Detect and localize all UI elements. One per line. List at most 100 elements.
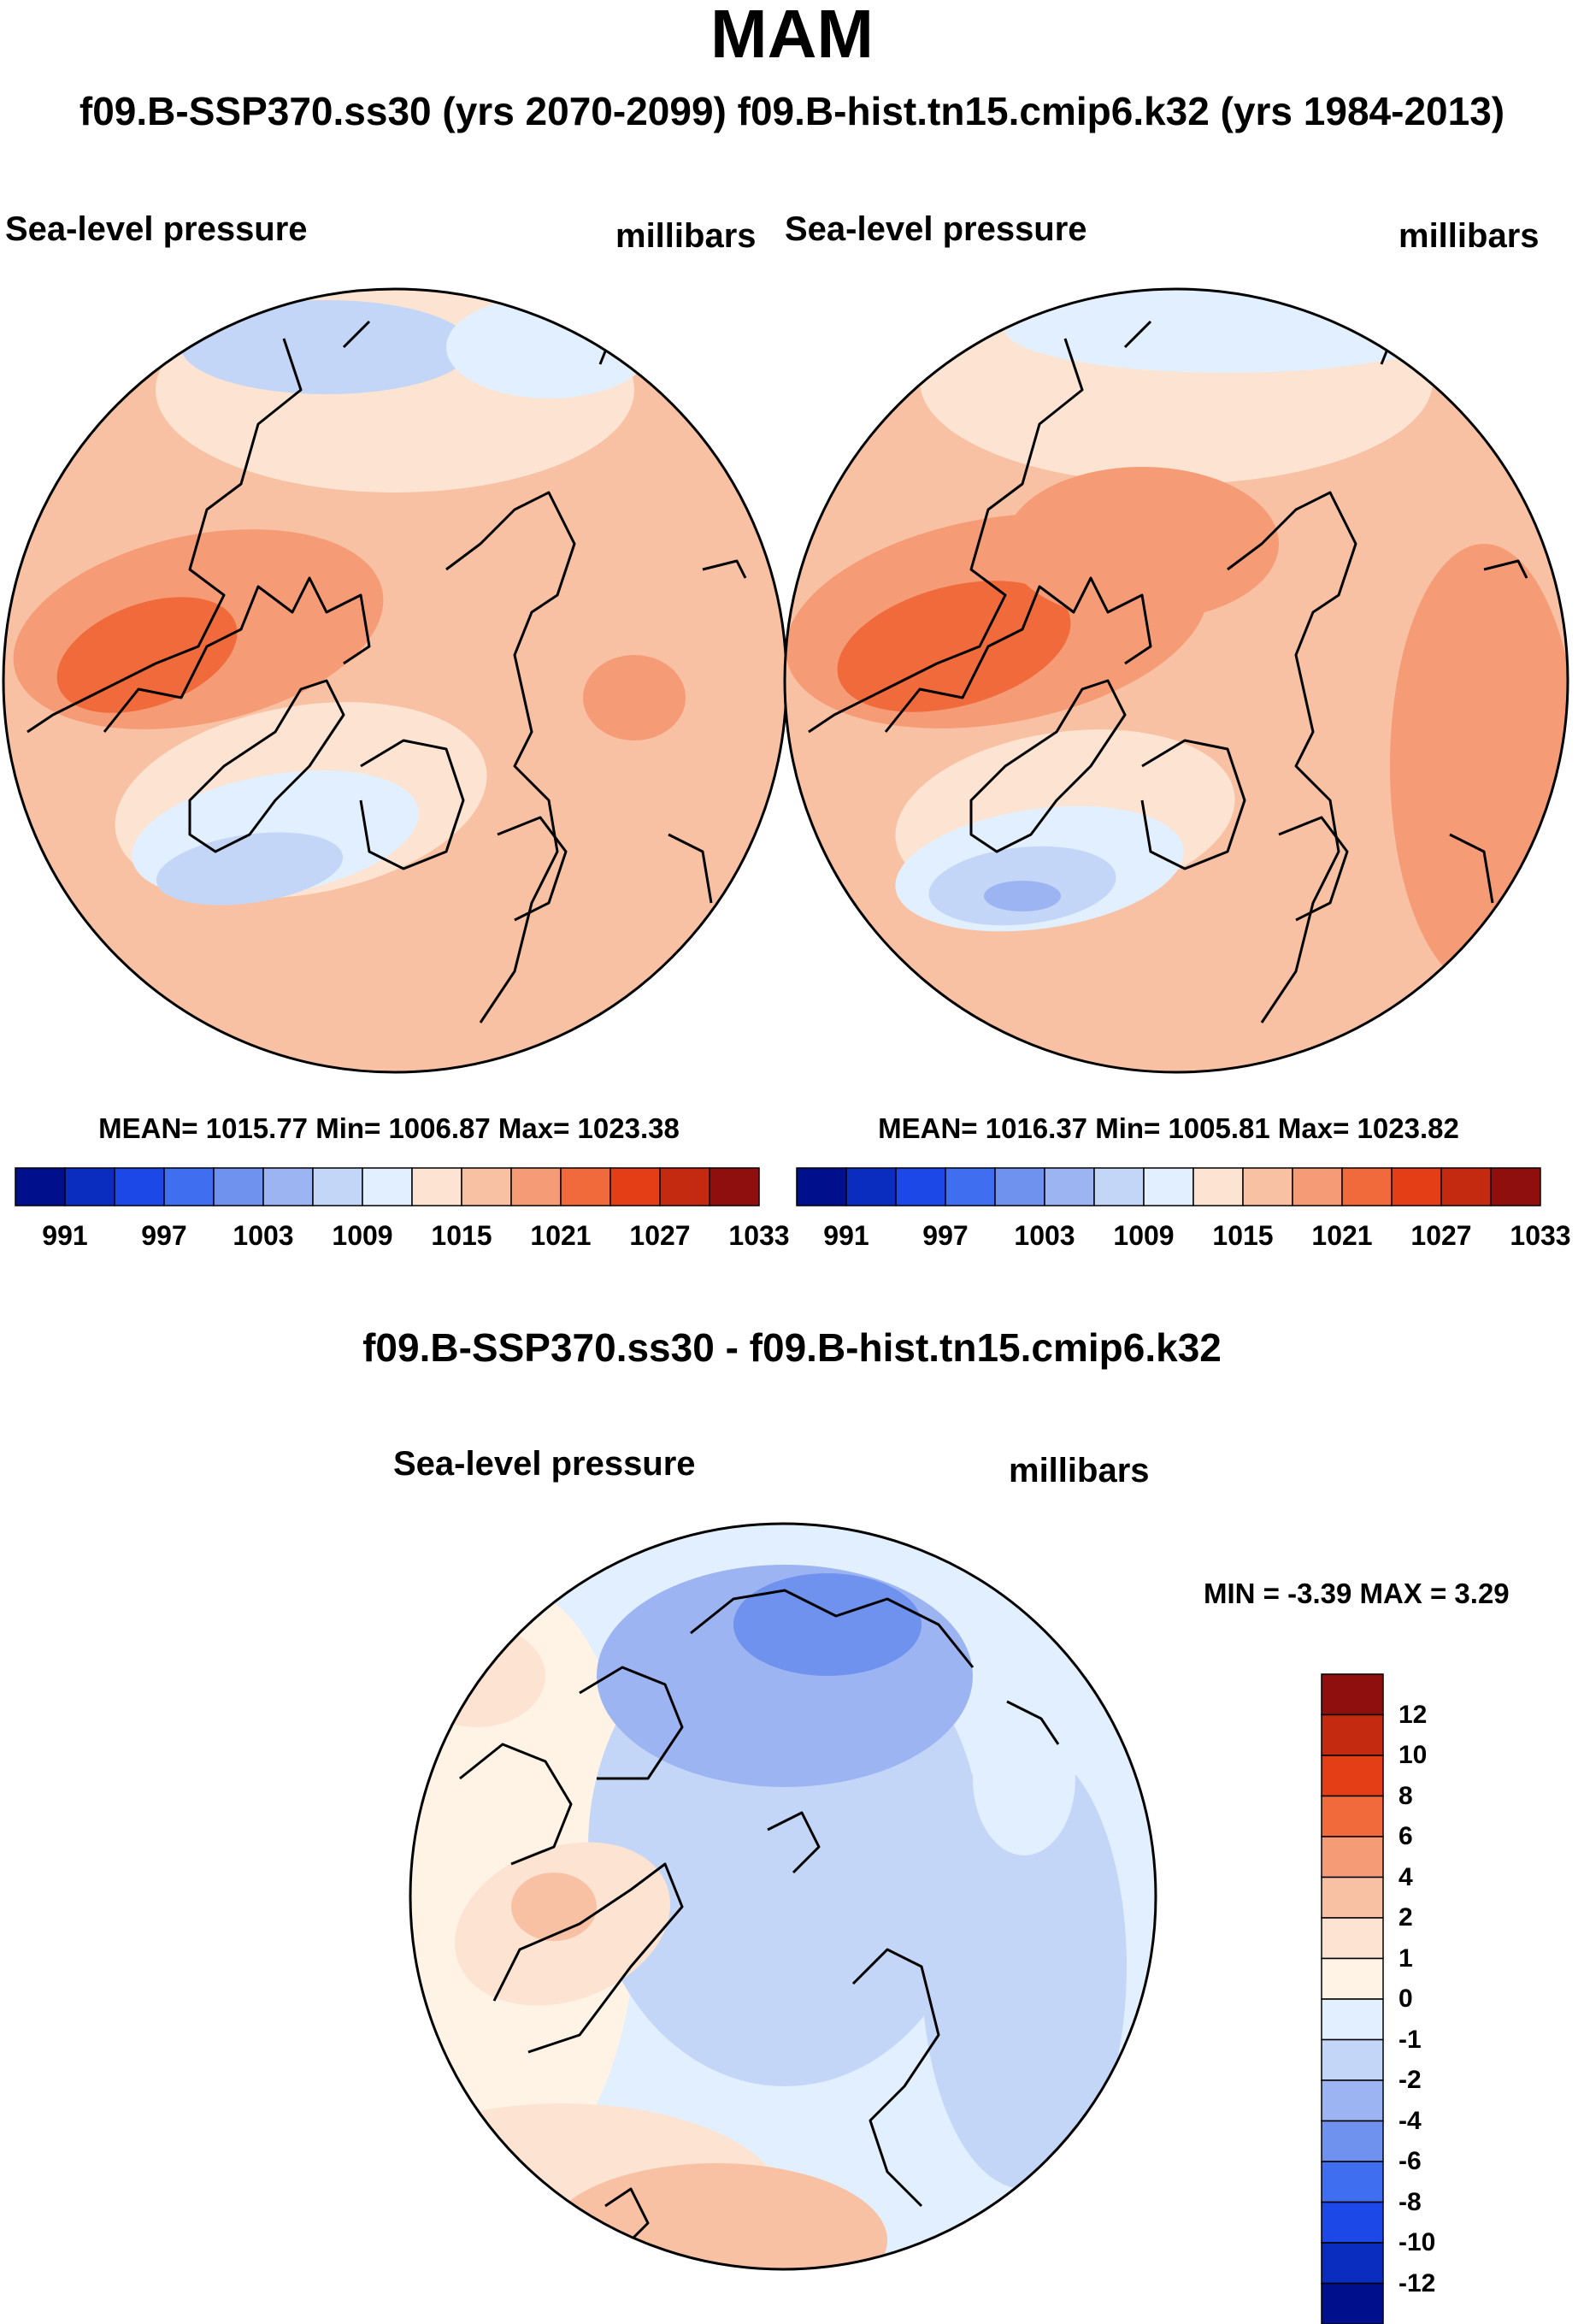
panel3-colorbar-tick: 1 bbox=[1399, 1945, 1413, 1973]
panel3-variable-label: Sea-level pressure bbox=[393, 1445, 696, 1483]
panel1-colorbar-swatch bbox=[710, 1168, 759, 1206]
panel3-colorbar-swatch bbox=[1322, 1837, 1383, 1878]
case-header: f09.B-SSP370.ss30 (yrs 2070-2099) f09.B-… bbox=[0, 89, 1584, 133]
panel2-stats: MEAN= 1016.37 Min= 1005.81 Max= 1023.82 bbox=[780, 1113, 1558, 1144]
panel2-variable-label: Sea-level pressure bbox=[785, 210, 1087, 248]
panel2-colorbar-swatch bbox=[1144, 1168, 1193, 1206]
panel3-field-region bbox=[733, 1573, 922, 1676]
panel3-colorbar-tick: 6 bbox=[1399, 1823, 1413, 1850]
panel3-field-region bbox=[511, 1873, 597, 1941]
panel3-colorbar-swatch bbox=[1322, 2243, 1383, 2284]
panel2-colorbar-swatch bbox=[1342, 1168, 1392, 1206]
panel2-colorbar-swatch bbox=[995, 1168, 1045, 1206]
panel3-units-label: millibars bbox=[1009, 1452, 1150, 1489]
panel3-colorbar bbox=[1322, 1674, 1383, 2324]
panel2-colorbar-tick: 1015 bbox=[1192, 1221, 1294, 1250]
panel3-colorbar-swatch bbox=[1322, 2162, 1383, 2203]
panel2-colorbar-tick: 1009 bbox=[1092, 1221, 1195, 1250]
panel1-field-region bbox=[446, 296, 651, 398]
panel1-colorbar-tick: 997 bbox=[113, 1221, 215, 1250]
panel3-colorbar-swatch bbox=[1322, 1999, 1383, 2040]
panel3-field-region bbox=[973, 1702, 1075, 1855]
panel2-colorbar-swatch bbox=[1392, 1168, 1441, 1206]
panel3-colorbar-swatch bbox=[1322, 1796, 1383, 1837]
panel2-colorbar-swatch bbox=[846, 1168, 896, 1206]
panel1-units-label: millibars bbox=[615, 217, 757, 255]
panel1-colorbar-swatch bbox=[164, 1168, 214, 1206]
panel2-colorbar-swatch bbox=[1441, 1168, 1491, 1206]
panel1-colorbar-swatch bbox=[313, 1168, 362, 1206]
panel1-field-region bbox=[583, 655, 686, 740]
panel2-colorbar-swatch bbox=[1094, 1168, 1144, 1206]
panel2-colorbar-tick: 1021 bbox=[1291, 1221, 1393, 1250]
panel2-colorbar-tick: 1027 bbox=[1390, 1221, 1493, 1250]
panel1-colorbar-swatch bbox=[412, 1168, 462, 1206]
panel3-colorbar-tick: -2 bbox=[1399, 2067, 1422, 2094]
panel1-colorbar-swatch bbox=[610, 1168, 660, 1206]
panel1-colorbar-swatch bbox=[511, 1168, 561, 1206]
panel1-colorbar-swatch bbox=[65, 1168, 115, 1206]
panel1-variable-label: Sea-level pressure bbox=[5, 210, 308, 248]
panel3-map bbox=[409, 1522, 1157, 2271]
panel2-colorbar bbox=[797, 1168, 1540, 1206]
panel3-colorbar-tick: 0 bbox=[1399, 1985, 1413, 2013]
panel3-colorbar-tick: 2 bbox=[1399, 1904, 1413, 1932]
panel2-colorbar-tick: 991 bbox=[795, 1221, 898, 1250]
panel3-colorbar-swatch bbox=[1322, 2121, 1383, 2162]
panel2-colorbar-tick: 1033 bbox=[1489, 1221, 1584, 1250]
panel3-colorbar-tick: 10 bbox=[1399, 1742, 1427, 1769]
panel1-colorbar-tick: 1027 bbox=[609, 1221, 711, 1250]
panel1-colorbar-tick: 1003 bbox=[212, 1221, 315, 1250]
panel1-colorbar-swatch bbox=[214, 1168, 263, 1206]
panel3-colorbar-tick: -6 bbox=[1399, 2148, 1422, 2175]
panel3-colorbar-swatch bbox=[1322, 1674, 1383, 1715]
panel3-stats: MIN = -3.39 MAX = 3.29 bbox=[1204, 1578, 1510, 1609]
panel3-colorbar-tick: -4 bbox=[1399, 2108, 1422, 2135]
panel3-colorbar-tick: 4 bbox=[1399, 1864, 1413, 1891]
season-title: MAM bbox=[0, 0, 1584, 68]
panel2-colorbar-tick: 997 bbox=[894, 1221, 997, 1250]
panel3-colorbar-swatch bbox=[1322, 2284, 1383, 2324]
panel3-colorbar-tick: -12 bbox=[1399, 2270, 1435, 2297]
panel3-colorbar-swatch bbox=[1322, 1959, 1383, 2000]
panel1-map bbox=[2, 287, 788, 1074]
panel3-colorbar-swatch bbox=[1322, 2080, 1383, 2121]
panel2-colorbar-swatch bbox=[1193, 1168, 1243, 1206]
panel1-colorbar-tick: 1021 bbox=[509, 1221, 612, 1250]
panel3-colorbar-tick: 8 bbox=[1399, 1783, 1413, 1810]
panel1-field-region bbox=[181, 300, 472, 394]
panel1-colorbar-tick: 991 bbox=[14, 1221, 116, 1250]
panel2-field-region bbox=[984, 881, 1061, 911]
panel1-stats: MEAN= 1015.77 Min= 1006.87 Max= 1023.38 bbox=[0, 1113, 778, 1144]
panel1-colorbar-swatch bbox=[15, 1168, 65, 1206]
panel2-colorbar-tick: 1003 bbox=[993, 1221, 1096, 1250]
panel1-colorbar-swatch bbox=[362, 1168, 412, 1206]
panel2-units-label: millibars bbox=[1399, 217, 1540, 255]
panel1-colorbar bbox=[15, 1168, 759, 1206]
panel1-colorbar-swatch bbox=[263, 1168, 313, 1206]
panel1-colorbar-tick: 1015 bbox=[410, 1221, 513, 1250]
panel2-colorbar-swatch bbox=[945, 1168, 995, 1206]
panel1-colorbar-swatch bbox=[115, 1168, 164, 1206]
panel2-colorbar-swatch bbox=[797, 1168, 846, 1206]
panel3-colorbar-swatch bbox=[1322, 2040, 1383, 2081]
panel2-colorbar-swatch bbox=[896, 1168, 945, 1206]
panel1-colorbar-swatch bbox=[660, 1168, 710, 1206]
panel2-colorbar-swatch bbox=[1293, 1168, 1342, 1206]
panel1-colorbar-swatch bbox=[462, 1168, 511, 1206]
panel3-field-region bbox=[409, 1625, 545, 1727]
panel3-colorbar-tick: -1 bbox=[1399, 2026, 1422, 2054]
panel3-colorbar-swatch bbox=[1322, 1878, 1383, 1919]
panel1-colorbar-tick: 1009 bbox=[311, 1221, 414, 1250]
panel3-field-region bbox=[545, 2163, 887, 2317]
panel3-colorbar-tick: 12 bbox=[1399, 1702, 1427, 1729]
panel3-colorbar-swatch bbox=[1322, 1755, 1383, 1796]
panel3-colorbar-swatch bbox=[1322, 1918, 1383, 1959]
panel3-colorbar-tick: -8 bbox=[1399, 2189, 1422, 2216]
panel1-field-region bbox=[309, 937, 651, 1074]
panel2-map bbox=[783, 287, 1569, 1074]
panel3-colorbar-swatch bbox=[1322, 2203, 1383, 2244]
